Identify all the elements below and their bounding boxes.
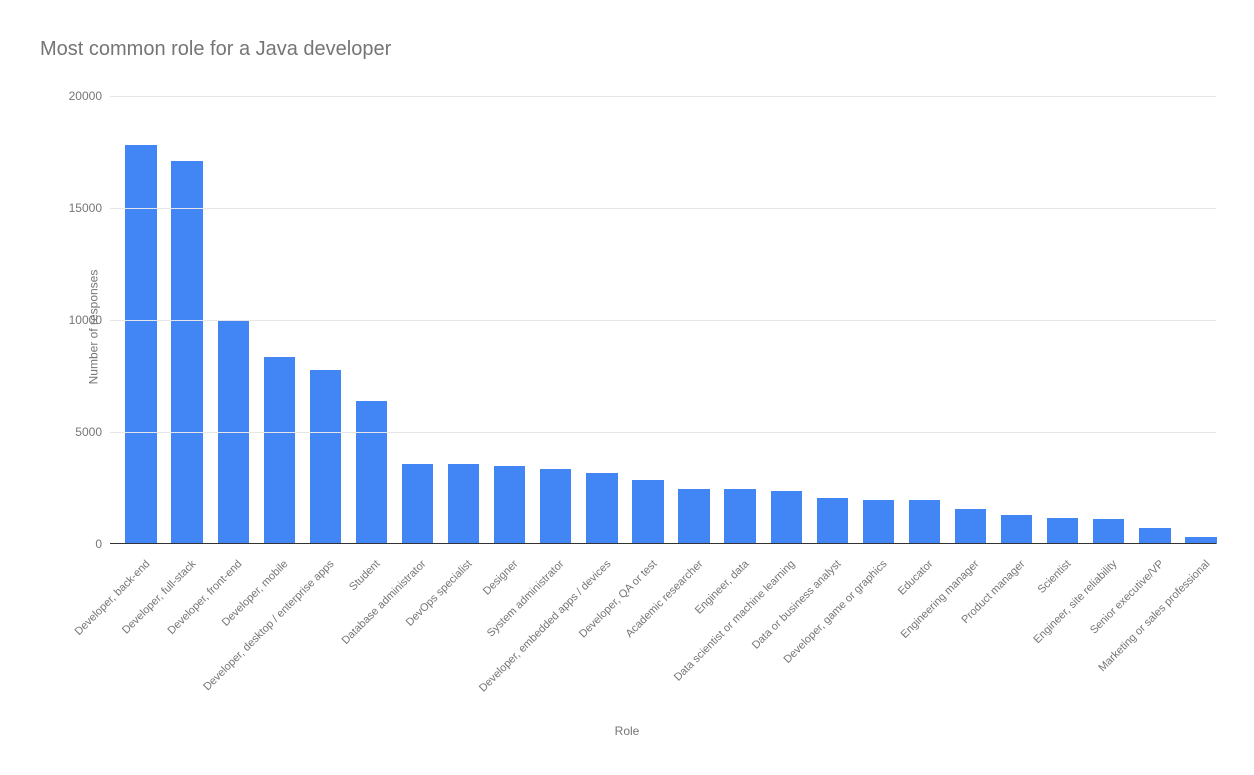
plot-area: 05000100001500020000 — [110, 96, 1216, 544]
gridline — [110, 96, 1216, 97]
bar — [817, 498, 848, 544]
bar — [678, 489, 709, 544]
bar — [540, 469, 571, 544]
x-tick-label: Engineer, site reliability — [1032, 558, 1120, 646]
bar — [1047, 518, 1078, 544]
bar — [771, 491, 802, 544]
y-tick-label: 0 — [95, 537, 102, 551]
x-tick-label: Scientist — [1036, 558, 1074, 596]
x-tick-label: Educator — [896, 558, 936, 598]
x-tick-label: Database administrator — [340, 558, 429, 647]
x-tick-label: Data or business analyst — [750, 558, 844, 652]
x-tick-label: Academic researcher — [623, 558, 705, 640]
bar — [724, 489, 755, 544]
gridline — [110, 320, 1216, 321]
y-tick-label: 15000 — [69, 201, 102, 215]
y-tick-label: 20000 — [69, 89, 102, 103]
bar — [1001, 515, 1032, 544]
bar — [171, 161, 202, 544]
bar — [448, 464, 479, 544]
bar — [632, 480, 663, 544]
x-tick-label: Student — [347, 558, 382, 593]
gridline — [110, 432, 1216, 433]
bar — [586, 473, 617, 544]
bar — [356, 401, 387, 544]
bar — [402, 464, 433, 544]
x-tick-label: Developer, back-end — [72, 558, 152, 638]
bar — [264, 357, 295, 544]
bar — [863, 500, 894, 544]
bar — [1093, 519, 1124, 544]
bar — [909, 500, 940, 544]
bar — [310, 370, 341, 544]
x-tick-label: Engineering manager — [899, 558, 982, 641]
y-tick-label: 10000 — [69, 313, 102, 327]
bar — [494, 466, 525, 544]
y-tick-label: 5000 — [75, 425, 102, 439]
x-tick-label: System administrator — [485, 558, 567, 640]
chart-title: Most common role for a Java developer — [40, 38, 391, 61]
x-axis-title: Role — [0, 724, 1254, 738]
x-axis-labels: Developer, back-endDeveloper, full-stack… — [110, 552, 1216, 722]
x-axis-baseline — [110, 543, 1216, 544]
bar — [125, 145, 156, 544]
gridline — [110, 208, 1216, 209]
bar — [955, 509, 986, 544]
chart-container: Most common role for a Java developer Nu… — [0, 0, 1254, 775]
x-tick-label: Developer, QA or test — [577, 558, 659, 640]
y-axis-title: Number of responses — [86, 270, 100, 385]
bar — [1139, 528, 1170, 544]
x-tick-label: Designer — [481, 558, 521, 598]
